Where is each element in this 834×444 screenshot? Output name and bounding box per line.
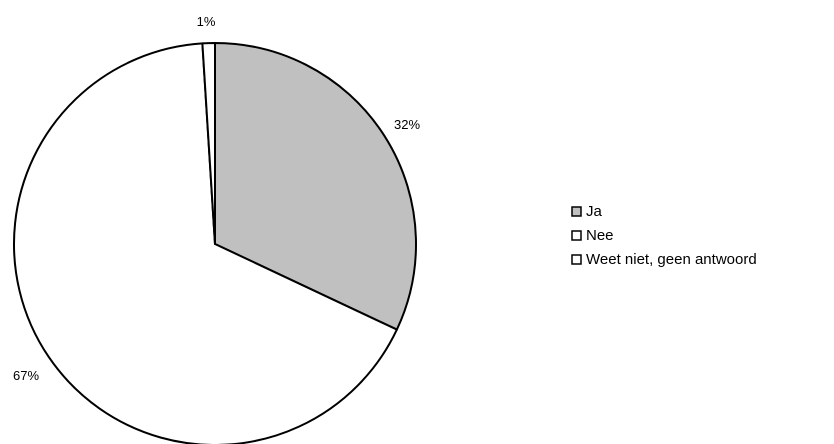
legend-swatch-weet-niet-geen-antwoord <box>571 254 582 265</box>
pie-slices <box>13 42 417 444</box>
data-label-weet-niet-geen-antwoord: 1% <box>197 14 216 29</box>
legend-label-ja: Ja <box>586 203 603 220</box>
legend-swatch-ja <box>571 206 582 217</box>
legend-label-nee: Nee <box>586 227 614 244</box>
pie-data-labels: 32% 67% 1% <box>13 14 420 383</box>
legend: Ja Nee Weet niet, geen antwoord <box>571 203 757 268</box>
pie-slice-ja <box>214 42 417 331</box>
data-label-ja: 32% <box>394 117 420 132</box>
data-label-nee: 67% <box>13 368 39 383</box>
pie-slice-weet-niet-geen-antwoord <box>201 42 216 245</box>
pie-slice-nee <box>13 42 398 444</box>
legend-swatch-nee <box>571 230 582 241</box>
legend-label-weet-niet-geen-antwoord: Weet niet, geen antwoord <box>586 251 757 268</box>
